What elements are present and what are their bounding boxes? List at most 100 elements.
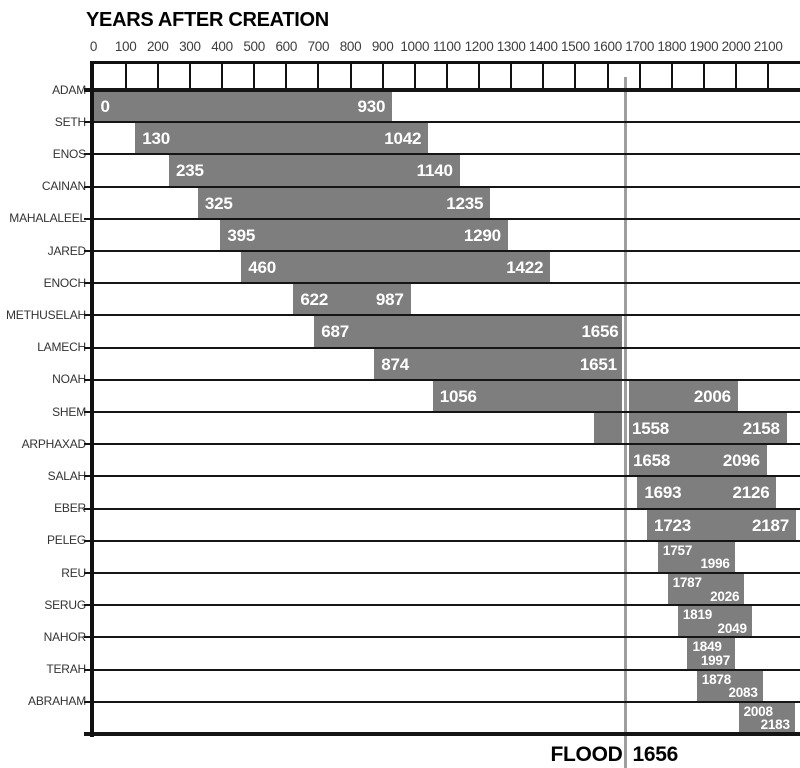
row-label-lamech: LAMECH [37,340,86,355]
x-axis-tick-label: 200 [146,39,169,54]
row-label-cainan: CAINAN [41,179,86,194]
bar-end-value: 1422 [506,258,544,277]
x-axis-band-top-border [89,61,800,64]
bar-start-value: 1878 [701,671,732,687]
bar-start-value: 1787 [672,575,702,590]
flood-line-core [623,77,627,768]
bar-start-value: 622 [300,290,329,310]
bar-end-value: 987 [375,290,404,310]
row-grid-line [84,700,800,703]
row-label-noah: NOAH [52,372,86,387]
axis-tick-mark [221,64,223,90]
x-axis-tick-label: 1900 [689,39,719,54]
bar-start-value: 1849 [692,639,722,655]
life-bar-nahor [687,637,736,670]
row-label-methuselah: METHUSELAH [5,307,86,322]
life-bar-adam [93,90,393,123]
row-grid-line [84,314,800,317]
x-axis-tick-label: 0 [89,39,98,54]
bar-end-value: 2049 [717,620,747,636]
life-bar-lamech [374,347,624,380]
life-bar-serug [677,605,752,638]
row-grid-line [84,668,800,671]
bar-end-value: 2183 [760,717,790,733]
x-axis-tick-label: 700 [307,39,330,54]
row-grid-line [84,507,800,510]
axis-tick-mark [478,64,480,90]
row-label-mahalaleel: MAHALALEEL [9,211,86,226]
axis-tick-mark [381,64,384,90]
axis-tick-mark [413,64,416,90]
bar-start-value: 460 [248,258,277,277]
bar-end-value: 930 [357,97,386,116]
row-grid-line [84,217,800,220]
bar-start-value: 687 [321,322,349,342]
x-axis-tick-label: 1100 [432,39,461,54]
row-label-peleg: PELEG [46,533,86,548]
bar-end-value: 1997 [700,652,731,668]
row-grid-line [84,539,800,542]
bar-end-value: 2096 [722,451,760,471]
row-label-jared: JARED [47,243,87,258]
x-axis-tick-label: 1000 [400,39,430,54]
x-axis-tick-label: 100 [114,39,137,54]
x-axis-tick-label: 300 [179,39,201,54]
row-label-eber: EBER [54,501,86,516]
axis-tick-mark [124,64,127,90]
bar-end-value: 1042 [384,129,422,149]
axis-tick-mark [702,64,705,90]
life-bar-enoch [293,283,411,316]
life-bar-eber [647,508,797,541]
y-axis-line [89,61,94,737]
x-axis-tick-label: 2100 [753,39,783,54]
x-axis-tick-label: 2000 [721,39,751,54]
x-axis-tick-label: 1800 [657,39,687,54]
row-grid-line [84,88,800,92]
row-label-enos: ENOS [52,146,86,161]
life-bar-methuselah [314,315,626,348]
row-grid-line [84,282,800,285]
x-axis-tick-label: 1200 [464,39,494,54]
row-grid-line [84,121,800,124]
bar-end-value: 2026 [710,588,740,604]
bar-end-value: 2158 [742,419,780,438]
bar-start-value: 325 [204,193,233,213]
bar-end-value: 1140 [416,161,453,181]
bar-start-value: 1056 [439,386,477,406]
bar-start-value: 1819 [682,607,713,623]
row-label-arphaxad: ARPHAXAD [21,436,87,451]
axis-tick-mark [156,64,159,90]
life-bar-enos [168,154,460,187]
axis-tick-mark [510,64,513,90]
axis-tick-mark [542,64,545,90]
axis-tick-mark [285,64,288,90]
row-label-salah: SALAH [47,468,87,483]
bar-start-value: 0 [100,97,110,116]
bar-end-value: 1656 [581,322,619,342]
bar-start-value: 1658 [633,451,671,471]
bar-start-value: 1558 [631,419,670,438]
life-bar-seth [135,122,429,155]
bar-end-value: 2083 [728,685,758,701]
life-bar-terah [696,669,763,702]
axis-tick-mark [445,64,448,90]
bar-start-value: 1723 [654,515,692,535]
x-axis-tick-label: 600 [275,39,298,54]
x-axis-tick-label: 400 [211,39,233,54]
x-axis-tick-label: 500 [243,39,265,54]
row-label-abraham: ABRAHAM [28,694,86,709]
life-bar-peleg [657,540,735,573]
row-label-nahor: NAHOR [43,629,87,644]
x-axis-tick-label: 1500 [560,39,590,54]
row-grid-line [84,185,800,188]
life-bar-reu [667,573,745,606]
row-label-terah: TERAH [46,662,86,677]
chart-title: YEARS AFTER CREATION [86,9,329,31]
bar-end-value: 2187 [752,515,790,535]
bar-end-value: 2126 [732,483,770,503]
row-label-reu: REU [61,565,86,580]
row-grid-line [84,153,800,156]
row-grid-line [84,443,800,446]
life-bar-jared [241,251,551,284]
